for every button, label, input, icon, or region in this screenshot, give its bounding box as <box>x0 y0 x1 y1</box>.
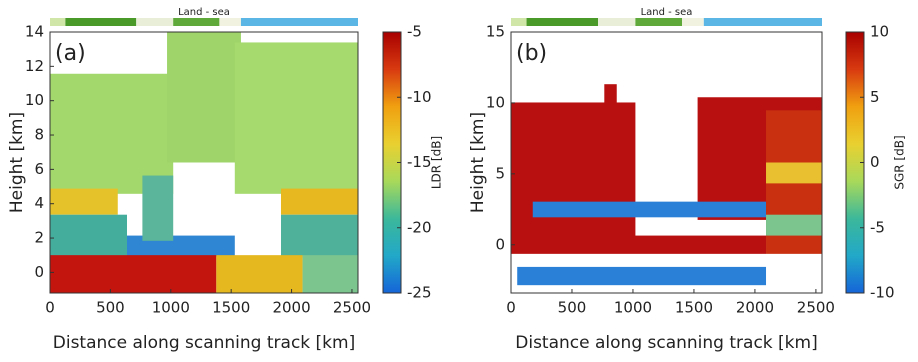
y-tick-label: 15 <box>486 23 505 41</box>
land-sea-strip <box>703 18 822 26</box>
y-axis-label: Height [km] <box>468 112 488 213</box>
colorbar-tick-label: 0 <box>870 153 880 171</box>
land-sea-strip <box>136 18 174 26</box>
x-tick-label: 500 <box>96 299 125 317</box>
land-sea-strip <box>219 18 241 26</box>
axes-frame <box>510 31 823 294</box>
colorbar-tick-label: 10 <box>870 23 889 41</box>
x-axis-label: Distance along scanning track [km] <box>515 333 817 353</box>
colorbar-tick-label: -15 <box>407 153 432 171</box>
x-tick-label: 1500 <box>675 299 713 317</box>
x-tick-label: 2000 <box>736 299 774 317</box>
panel: Land - sea (b) 0 500 1000 1500 2000 2500 0 5 10 15 D… <box>468 7 907 353</box>
field-region <box>766 214 822 236</box>
field-region <box>766 162 822 184</box>
land-sea-strip <box>511 18 527 26</box>
y-tick-label: 14 <box>25 23 44 41</box>
colorbar-label: SGR [dB] <box>893 135 907 189</box>
field-region <box>234 42 358 194</box>
field-region <box>50 255 217 293</box>
x-tick-label: 0 <box>506 299 516 317</box>
colorbar-tick-label: -25 <box>407 284 432 302</box>
strip-label: Land - sea <box>178 7 230 18</box>
y-tick-label: 4 <box>34 194 44 212</box>
y-tick-label: 8 <box>34 126 44 144</box>
field-region <box>604 84 617 163</box>
x-tick-label: 2500 <box>797 299 835 317</box>
field-region <box>167 32 241 163</box>
x-tick-label: 500 <box>558 299 587 317</box>
panel: Land - sea (a) 0 500 1000 1500 2000 2500 0 2 4 6 8 10… <box>7 7 444 353</box>
x-tick-label: 2500 <box>333 299 371 317</box>
field-region <box>281 214 358 257</box>
y-tick-label: 2 <box>34 229 44 247</box>
y-tick-label: 6 <box>34 160 44 178</box>
field-region <box>50 214 127 257</box>
field-region <box>281 188 358 215</box>
land-sea-strip <box>173 18 220 26</box>
field-region <box>517 266 767 286</box>
field-region <box>50 73 174 194</box>
colorbar-tick-label: -10 <box>870 284 895 302</box>
x-tick-label: 1000 <box>152 299 190 317</box>
panel-label: (a) <box>55 41 86 66</box>
strip-label: Land - sea <box>641 7 693 18</box>
land-sea-strip <box>50 18 66 26</box>
x-tick-label: 1000 <box>614 299 652 317</box>
x-tick-label: 0 <box>45 299 55 317</box>
colorbar-tick-label: 5 <box>870 88 880 106</box>
y-tick-label: 0 <box>495 235 505 253</box>
y-axis-label: Height [km] <box>7 112 27 213</box>
axes-frame <box>49 31 359 294</box>
panel-label: (b) <box>516 41 547 66</box>
colorbar-tick-label: -20 <box>407 218 432 236</box>
y-tick-label: 5 <box>495 164 505 182</box>
land-sea-strip <box>635 18 683 26</box>
field-region <box>532 201 767 218</box>
colorbar-tick-label: -10 <box>407 88 432 106</box>
field-region <box>142 175 174 241</box>
land-sea-strip <box>65 18 137 26</box>
land-sea-strip <box>240 18 358 26</box>
field-region <box>302 255 358 293</box>
y-tick-label: 10 <box>486 93 505 111</box>
field-region <box>511 235 767 254</box>
field-region <box>216 255 303 293</box>
land-sea-strip <box>682 18 704 26</box>
x-tick-label: 2000 <box>272 299 310 317</box>
land-sea-strip <box>598 18 636 26</box>
y-tick-label: 12 <box>25 57 44 75</box>
x-tick-label: 1500 <box>212 299 250 317</box>
x-axis-label: Distance along scanning track [km] <box>53 333 355 353</box>
colorbar-label: LDR [dB] <box>430 136 444 189</box>
colorbar-tick-label: -5 <box>870 218 885 236</box>
y-tick-label: 0 <box>34 263 44 281</box>
colorbar-tick-label: -5 <box>407 23 422 41</box>
field-region <box>50 188 118 215</box>
y-tick-label: 10 <box>25 91 44 109</box>
land-sea-strip <box>526 18 599 26</box>
